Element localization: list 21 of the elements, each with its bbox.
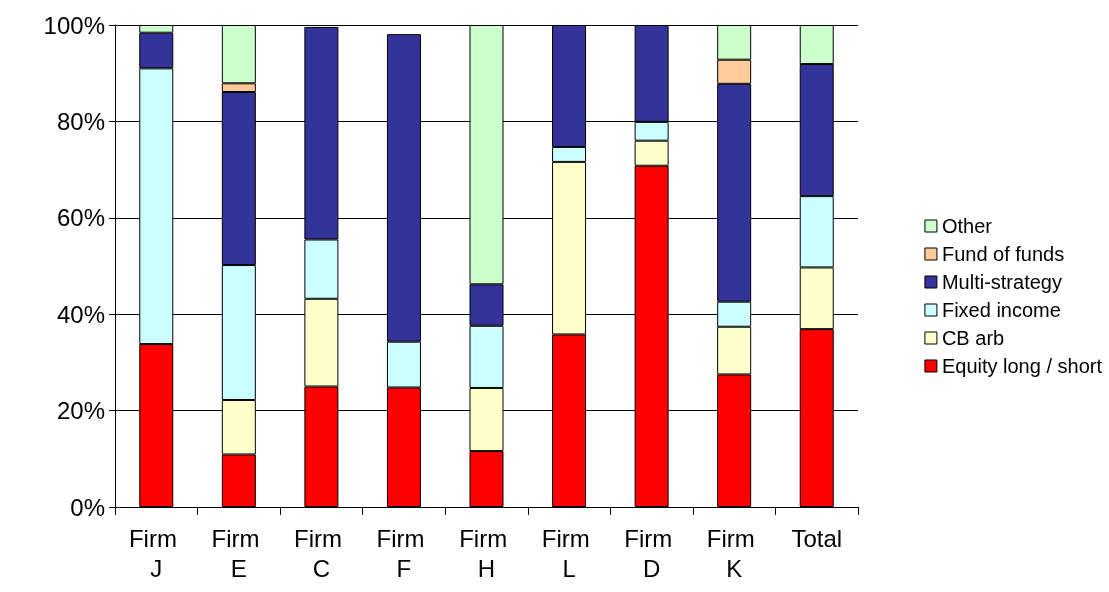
y-tick-label: 100% xyxy=(43,11,105,39)
legend-label: Other xyxy=(941,215,993,237)
y-tick-label: 0% xyxy=(70,493,105,521)
y-tick-label: 80% xyxy=(56,107,105,135)
x-tick-label: Firm H xyxy=(459,524,514,582)
x-tick-label: Firm F xyxy=(376,524,432,582)
x-tick-label: Firm L xyxy=(541,524,597,582)
x-tick-label: Firm J xyxy=(128,524,184,582)
x-tick-label: Firm E xyxy=(211,524,267,582)
x-tick-label: Total xyxy=(791,524,843,552)
y-tick-label: 20% xyxy=(56,397,105,425)
x-tick-label: Firm D xyxy=(624,524,679,582)
legend-label: Equity long / short xyxy=(941,355,1103,377)
legend-label: Fixed income xyxy=(941,299,1061,321)
legend-label: Multi-strategy xyxy=(941,271,1062,293)
x-tick-label: Firm K xyxy=(706,524,762,582)
legend-label: Fund of funds xyxy=(941,243,1065,265)
legend-label: CB arb xyxy=(941,327,1005,349)
y-tick-label: 60% xyxy=(56,204,105,232)
y-tick-label: 40% xyxy=(56,300,105,328)
x-tick-label: Firm C xyxy=(294,524,349,582)
